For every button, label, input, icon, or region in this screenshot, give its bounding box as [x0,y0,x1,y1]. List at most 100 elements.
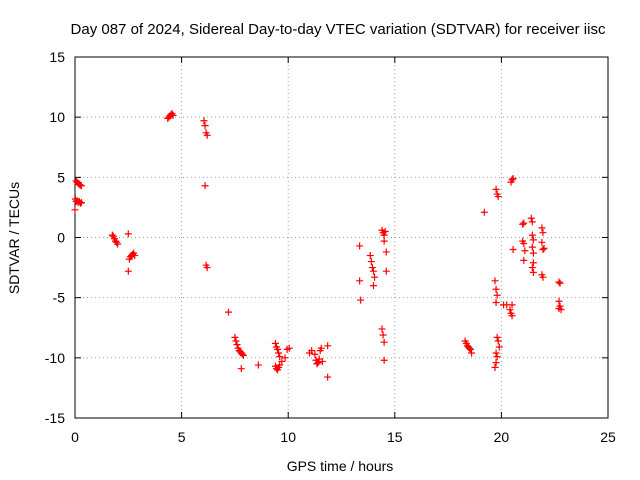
y-tick-label: 10 [49,109,65,125]
data-point [495,343,503,351]
x-tick-label: 10 [280,429,296,445]
data-point [276,353,284,361]
data-point [311,350,319,358]
data-point [308,347,316,355]
data-point [231,333,239,341]
data-point [369,282,377,290]
data-point [538,224,546,232]
data-points [71,110,565,381]
y-tick-label: 0 [57,230,65,246]
y-tick-label: 15 [49,49,65,65]
data-point [237,365,245,373]
data-point [555,297,563,305]
data-point [356,277,364,285]
y-tick-label: -15 [45,410,65,426]
data-point [203,264,211,272]
data-point [538,238,546,246]
x-tick-label: 15 [387,429,403,445]
data-point [356,242,364,250]
data-point [313,360,321,368]
data-point [367,258,375,266]
data-point [539,273,547,281]
data-point [508,301,516,309]
data-point [201,182,209,190]
data-point [380,338,388,346]
data-point [285,344,293,352]
data-point [492,298,500,306]
data-point [491,363,499,371]
data-point [492,285,500,293]
data-point [493,291,501,299]
data-point [238,350,246,358]
data-point [492,359,500,367]
data-point [200,117,208,125]
data-point [254,361,262,369]
chart-title: Day 087 of 2024, Sidereal Day-to-day VTE… [71,21,606,38]
data-point [508,176,516,184]
data-point [491,277,499,285]
data-point [233,341,241,349]
data-point [314,359,322,367]
data-point [506,306,514,314]
data-point [357,296,365,304]
data-point [318,357,326,365]
data-point [169,111,177,119]
data-point [529,259,537,267]
data-point [540,244,548,252]
data-point [278,357,286,365]
data-point [527,214,535,222]
data-point [494,337,502,345]
data-point [528,243,536,251]
data-point [324,373,332,381]
data-point [274,345,282,353]
data-point [124,230,132,238]
y-tick-label: -10 [45,350,65,366]
data-point [108,231,116,239]
data-point [520,219,528,227]
data-point [509,246,517,254]
x-tick-label: 25 [600,429,616,445]
tick-labels: 0 5 10 15 20 25 -15 -10 -5 0 5 10 15 [45,49,616,445]
data-point [381,227,389,235]
data-point [382,267,390,275]
x-tick-label: 0 [71,429,79,445]
data-point [508,312,516,320]
data-point [492,185,500,193]
data-point [480,208,488,216]
data-point [555,278,563,286]
data-point [382,248,390,256]
data-point [494,193,502,201]
y-axis-label: SDTVAR / TECUs [6,182,22,294]
data-point [366,252,374,260]
data-point [539,246,547,254]
data-point [379,331,387,339]
data-point [71,206,79,214]
data-point [529,268,537,276]
data-point [539,229,547,237]
data-point [76,181,84,189]
data-point [276,361,284,369]
data-point [521,247,529,255]
data-point [77,199,85,207]
data-point [528,218,536,226]
data-point [520,256,528,264]
data-point [281,354,289,362]
data-point [239,351,247,359]
data-point [529,249,537,257]
data-point [77,182,85,190]
data-point [368,264,376,272]
data-point [466,345,474,353]
x-axis-label: GPS time / hours [287,458,394,474]
data-point [76,199,84,207]
data-point [380,231,388,239]
plot-frame [74,56,609,419]
data-point [131,252,139,260]
data-point [225,308,233,316]
data-point [528,231,536,239]
data-point [380,356,388,364]
data-point [520,240,528,248]
data-point [528,264,536,272]
data-point [317,344,325,352]
x-tick-label: 5 [178,429,186,445]
data-point [492,349,500,357]
